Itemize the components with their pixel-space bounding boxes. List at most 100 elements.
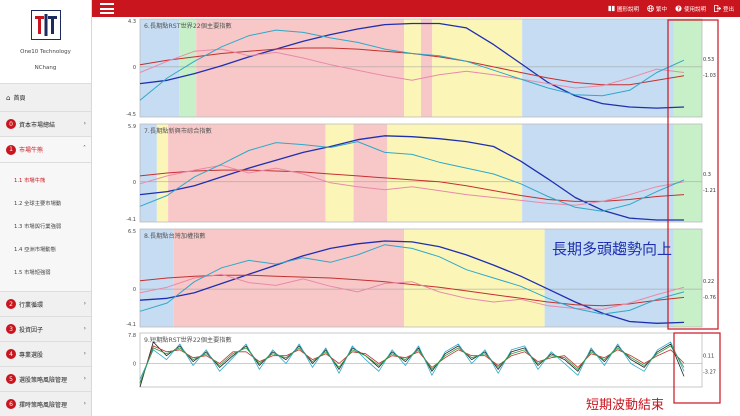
end-value-label: -0.76 — [703, 295, 716, 301]
chevron-up-icon: ˄ — [83, 145, 86, 152]
svg-text:?: ? — [677, 6, 680, 12]
regime-zone-blue — [522, 124, 674, 222]
chart-frame — [139, 228, 703, 328]
y-tick-label: 7.8 — [128, 333, 136, 339]
y-tick-label: 6.5 — [128, 229, 136, 235]
highlight-box-short-term — [673, 332, 721, 404]
brand-name: One10 Technology — [20, 49, 71, 55]
end-value-label: 0.53 — [703, 57, 714, 63]
y-tick-label: 5.9 — [128, 124, 136, 130]
annotation-short-term: 短期波動結束 — [586, 398, 664, 413]
sidebar: One10 Technology NChang ⌂ 首頁 0 資本市場總結 › … — [0, 0, 92, 416]
nav-item-bull-bear[interactable]: 1 市場牛熊 ˄ — [0, 137, 91, 163]
logo-area: One10 Technology NChang — [0, 0, 91, 84]
end-value-label: 0.11 — [703, 354, 714, 360]
series-line-blue — [139, 22, 685, 109]
nav-number-badge: 5 — [6, 374, 16, 384]
nav-item-investment-factors[interactable]: 3 投資因子 › — [0, 317, 91, 342]
regime-zone-yellow — [387, 124, 523, 222]
submenu-item-1-3[interactable]: 1.3 市場與行業強弱 — [14, 223, 62, 230]
book-icon — [608, 5, 615, 12]
chart-panel-6: 6.長期點RST世界22個主要指數 4.3 0 -4.5 0.53 -1.03 — [126, 18, 716, 118]
series-line-cyan — [139, 141, 685, 212]
chart-title: 9.短期點RST世界22個主要指數 — [144, 336, 232, 344]
regime-zone-red — [173, 229, 405, 327]
submenu-item-1-5[interactable]: 1.5 市場短強弱 — [14, 269, 51, 276]
user-guide-link[interactable]: ? 使用說明 — [675, 5, 706, 13]
chart-title: 7.長期點新興市綜合指數 — [144, 127, 212, 135]
end-value-label: 0.22 — [703, 279, 714, 285]
series-line-pink — [139, 273, 685, 310]
regime-zone-green — [673, 229, 702, 327]
language-link[interactable]: 繁中 — [647, 5, 667, 13]
end-value-label: -1.03 — [703, 73, 716, 79]
submenu-item-1-2[interactable]: 1.2 全球主要市場動 — [14, 200, 62, 207]
user-guide-label: 使用說明 — [683, 6, 706, 13]
y-tick-label: -4.5 — [126, 112, 136, 118]
nav-item-industry-cycle[interactable]: 2 行業循環 › — [0, 292, 91, 317]
end-value-label: -3.27 — [703, 370, 716, 376]
submenu-bull-bear: 1.1 市場牛熊 1.2 全球主要市場動 1.3 市場與行業強弱 1.4 亞洲市… — [0, 163, 91, 292]
help-circle-icon: ? — [675, 5, 682, 12]
chart-panel-9: 9.短期點RST世界22個主要指數 7.8 0 0.11 -3.27 — [128, 332, 716, 388]
chart-help-label: 圖形說明 — [616, 6, 639, 13]
regime-zone-yellow — [404, 19, 421, 117]
series-line-pink — [139, 164, 685, 206]
chart-title: 8.長期點台灣加權指數 — [144, 232, 206, 240]
nav-home[interactable]: ⌂ 首頁 — [0, 84, 91, 112]
nav-item-label: 市場牛熊 — [19, 147, 44, 154]
nav-item-label: 行業循環 — [19, 301, 44, 309]
annotation-long-term: 長期多頭趨勢向上 — [552, 240, 672, 258]
y-tick-label: -4.1 — [126, 322, 136, 328]
y-tick-label: 0 — [133, 287, 136, 293]
end-value-label: 0.3 — [703, 172, 711, 178]
charts-svg: 6.長期點RST世界22個主要指數 4.3 0 -4.5 0.53 -1.03 7.長期點新… — [126, 18, 721, 413]
nav-number-badge: 2 — [6, 299, 16, 309]
regime-zone-red — [421, 19, 433, 117]
chevron-right-icon: › — [83, 375, 86, 382]
chevron-right-icon: › — [83, 300, 86, 307]
nav-item-label: 專業選股 — [19, 351, 44, 359]
series-line-blue — [139, 135, 684, 221]
regime-zone-blue — [522, 19, 674, 117]
chart-help-link[interactable]: 圖形說明 — [608, 5, 639, 13]
y-tick-label: 0 — [133, 65, 136, 71]
nav-item-market-summary[interactable]: 0 資本市場總結 › — [0, 112, 91, 137]
chevron-right-icon: › — [83, 400, 86, 407]
user-name: NChang — [34, 65, 57, 71]
nav-item-label: 資本市場總結 — [19, 121, 56, 129]
top-links: 圖形說明 繁中 ? 使用說明 登出 — [608, 0, 734, 17]
logout-link[interactable]: 登出 — [714, 5, 734, 13]
series-line-red — [139, 274, 685, 307]
y-tick-label: 4.3 — [128, 19, 136, 25]
language-label: 繁中 — [655, 6, 667, 13]
series-line-black — [139, 341, 685, 388]
hamburger-menu-icon[interactable] — [100, 3, 114, 14]
chart-frame — [139, 123, 703, 223]
nav-home-label: 首頁 — [13, 95, 26, 102]
nav-number-badge: 6 — [6, 399, 16, 409]
y-tick-label: -4.1 — [126, 217, 136, 223]
chevron-right-icon: › — [83, 120, 86, 127]
globe-icon — [647, 5, 654, 12]
chart-title: 6.長期點RST世界22個主要指數 — [144, 22, 232, 30]
chart-content: 6.長期點RST世界22個主要指數 4.3 0 -4.5 0.53 -1.03 7.長期點新… — [92, 17, 740, 416]
regime-zone-blue — [140, 19, 180, 117]
nav-item-stock-strategy-risk[interactable]: 5 選股策略風險管理 › — [0, 367, 91, 392]
nav-item-label: 投資因子 — [19, 326, 44, 334]
nav-item-stock-picking[interactable]: 4 專業選股 › — [0, 342, 91, 367]
nav-number-badge: 0 — [6, 119, 16, 129]
home-icon: ⌂ — [6, 93, 11, 102]
nav-item-label: 選股策略風險管理 — [19, 376, 68, 384]
series-line-red — [139, 169, 685, 202]
y-tick-label: 0 — [133, 180, 136, 186]
series-line-red — [139, 345, 685, 384]
submenu-item-1-4[interactable]: 1.4 亞洲市場動態 — [14, 246, 56, 253]
regime-zone-yellow — [156, 124, 169, 222]
submenu-item-1-1[interactable]: 1.1 市場牛熊 — [14, 177, 46, 184]
chart-frame — [139, 332, 703, 388]
nav-item-timing-strategy-risk[interactable]: 6 擇時策略風險管理 › — [0, 392, 91, 416]
regime-zone-yellow — [404, 229, 545, 327]
regime-zone-red — [196, 19, 405, 117]
